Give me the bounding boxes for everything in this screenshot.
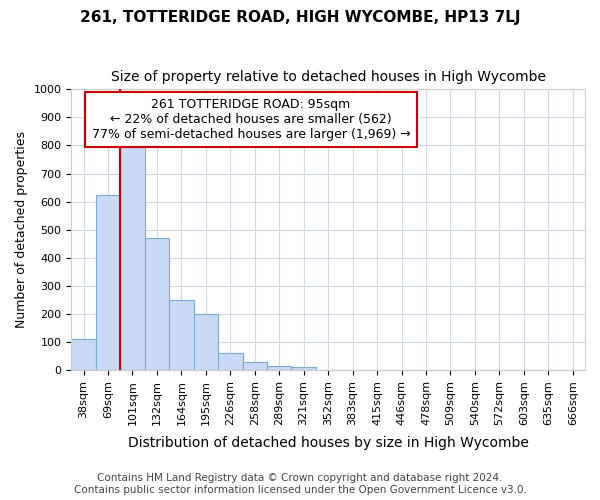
Title: Size of property relative to detached houses in High Wycombe: Size of property relative to detached ho… (110, 70, 545, 84)
Bar (120, 147, 145, 370)
Text: 261 TOTTERIDGE ROAD: 95sqm
← 22% of detached houses are smaller (562)
77% of sem: 261 TOTTERIDGE ROAD: 95sqm ← 22% of deta… (92, 98, 410, 141)
Y-axis label: Number of detached properties: Number of detached properties (15, 131, 28, 328)
Bar (71, 339, 96, 370)
Bar (194, 314, 218, 370)
Bar (218, 353, 242, 370)
Bar (292, 367, 316, 370)
Bar (96, 194, 120, 370)
Bar (242, 362, 267, 370)
Bar (145, 238, 169, 370)
Bar (169, 300, 194, 370)
Bar (267, 366, 292, 370)
Text: 261, TOTTERIDGE ROAD, HIGH WYCOMBE, HP13 7LJ: 261, TOTTERIDGE ROAD, HIGH WYCOMBE, HP13… (80, 10, 520, 25)
Text: Contains HM Land Registry data © Crown copyright and database right 2024.
Contai: Contains HM Land Registry data © Crown c… (74, 474, 526, 495)
X-axis label: Distribution of detached houses by size in High Wycombe: Distribution of detached houses by size … (128, 436, 529, 450)
